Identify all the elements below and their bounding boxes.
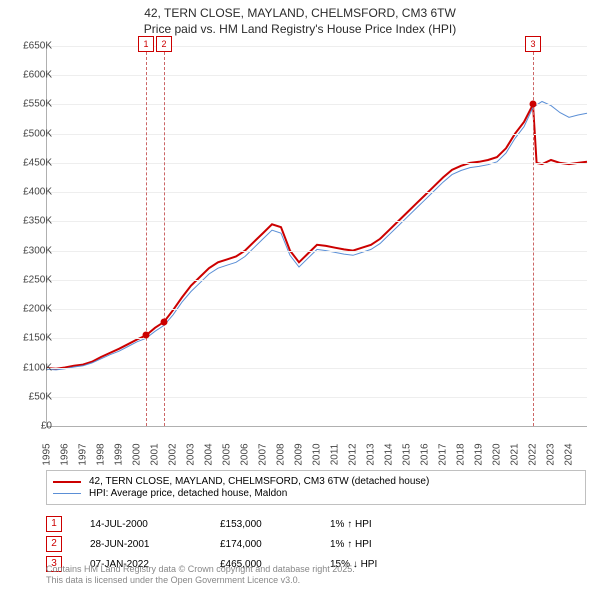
x-axis-label: 2006 [240, 443, 251, 465]
x-axis-label: 2019 [474, 443, 485, 465]
x-axis-label: 1998 [96, 443, 107, 465]
x-axis-label: 1999 [114, 443, 125, 465]
event-price: £174,000 [220, 539, 330, 550]
y-axis-label: £0 [41, 421, 52, 432]
gridline [47, 163, 587, 164]
footer-line-1: Contains HM Land Registry data © Crown c… [46, 564, 355, 575]
title-line-1: 42, TERN CLOSE, MAYLAND, CHELMSFORD, CM3… [0, 6, 600, 22]
x-axis-label: 1996 [60, 443, 71, 465]
event-pct: 1% ↑ HPI [330, 539, 450, 550]
event-date: 14-JUL-2000 [90, 519, 220, 530]
y-axis-label: £650K [23, 41, 52, 52]
gridline [47, 192, 587, 193]
x-axis-label: 2020 [492, 443, 503, 465]
event-price: £153,000 [220, 519, 330, 530]
x-axis-label: 2000 [132, 443, 143, 465]
chart-container: 42, TERN CLOSE, MAYLAND, CHELMSFORD, CM3… [0, 0, 600, 590]
x-axis-label: 2010 [312, 443, 323, 465]
gridline [47, 134, 587, 135]
x-axis-label: 2008 [276, 443, 287, 465]
gridline [47, 309, 587, 310]
series-line [47, 105, 587, 369]
legend-swatch [53, 481, 81, 483]
marker-flag: 2 [156, 36, 172, 52]
gridline [47, 46, 587, 47]
x-axis-label: 2001 [150, 443, 161, 465]
x-axis-label: 2007 [258, 443, 269, 465]
event-date: 28-JUN-2001 [90, 539, 220, 550]
gridline [47, 280, 587, 281]
gridline [47, 104, 587, 105]
y-axis-label: £150K [23, 333, 52, 344]
marker-line [533, 52, 534, 426]
footer-line-2: This data is licensed under the Open Gov… [46, 575, 355, 586]
y-axis-label: £600K [23, 70, 52, 81]
footer-attribution: Contains HM Land Registry data © Crown c… [46, 564, 355, 586]
title-line-2: Price paid vs. HM Land Registry's House … [0, 22, 600, 38]
y-axis-label: £250K [23, 274, 52, 285]
event-index: 2 [46, 536, 62, 552]
gridline [47, 251, 587, 252]
legend-label: HPI: Average price, detached house, Mald… [89, 488, 287, 499]
y-axis-label: £200K [23, 304, 52, 315]
legend-row: 42, TERN CLOSE, MAYLAND, CHELMSFORD, CM3… [53, 476, 579, 487]
x-axis-label: 2013 [366, 443, 377, 465]
x-axis-label: 1997 [78, 443, 89, 465]
marker-dot [530, 101, 537, 108]
legend-label: 42, TERN CLOSE, MAYLAND, CHELMSFORD, CM3… [89, 476, 429, 487]
series-line [47, 102, 587, 370]
marker-dot [161, 318, 168, 325]
gridline [47, 221, 587, 222]
x-axis-label: 2002 [168, 443, 179, 465]
event-pct: 1% ↑ HPI [330, 519, 450, 530]
y-axis-label: £550K [23, 99, 52, 110]
chart-title: 42, TERN CLOSE, MAYLAND, CHELMSFORD, CM3… [0, 0, 600, 37]
gridline [47, 75, 587, 76]
y-axis-label: £500K [23, 128, 52, 139]
gridline [47, 397, 587, 398]
x-axis-label: 2021 [510, 443, 521, 465]
x-axis-label: 2003 [186, 443, 197, 465]
y-axis-label: £300K [23, 245, 52, 256]
legend-row: HPI: Average price, detached house, Mald… [53, 488, 579, 499]
x-axis-label: 2022 [528, 443, 539, 465]
x-axis-label: 2009 [294, 443, 305, 465]
x-axis-label: 2014 [384, 443, 395, 465]
y-axis-label: £450K [23, 157, 52, 168]
marker-line [164, 52, 165, 426]
x-axis-label: 2015 [402, 443, 413, 465]
marker-flag: 1 [138, 36, 154, 52]
marker-dot [143, 332, 150, 339]
y-axis-label: £350K [23, 216, 52, 227]
marker-line [146, 52, 147, 426]
x-axis-label: 2023 [546, 443, 557, 465]
x-axis-label: 1995 [42, 443, 53, 465]
plot-svg [47, 46, 587, 426]
y-axis-label: £50K [29, 391, 52, 402]
legend-swatch [53, 493, 81, 494]
marker-flag: 3 [525, 36, 541, 52]
plot-area: 1995199619971998199920002001200220032004… [46, 46, 587, 427]
y-axis-label: £400K [23, 187, 52, 198]
event-index: 1 [46, 516, 62, 532]
x-axis-label: 2016 [420, 443, 431, 465]
x-axis-label: 2017 [438, 443, 449, 465]
gridline [47, 338, 587, 339]
x-axis-label: 2018 [456, 443, 467, 465]
event-row: 1 14-JUL-2000£153,0001% ↑ HPI [46, 516, 586, 532]
x-axis-label: 2004 [204, 443, 215, 465]
x-axis-label: 2011 [330, 444, 341, 466]
y-axis-label: £100K [23, 362, 52, 373]
event-row: 2 28-JUN-2001£174,0001% ↑ HPI [46, 536, 586, 552]
gridline [47, 368, 587, 369]
x-axis-label: 2012 [348, 443, 359, 465]
x-axis-label: 2024 [564, 443, 575, 465]
x-axis-label: 2005 [222, 443, 233, 465]
legend: 42, TERN CLOSE, MAYLAND, CHELMSFORD, CM3… [46, 470, 586, 505]
